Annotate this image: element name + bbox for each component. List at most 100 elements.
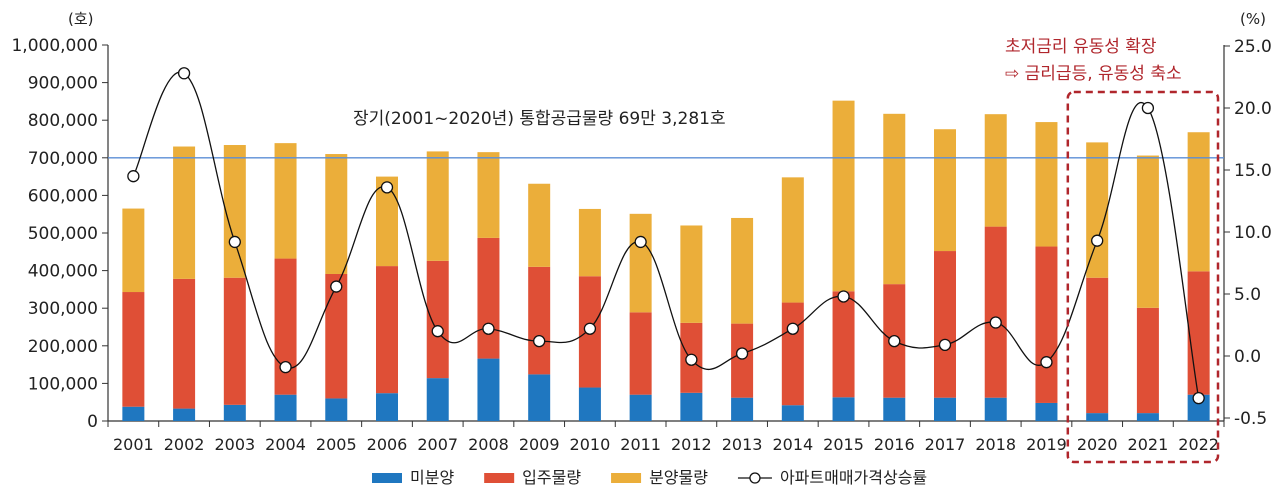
price-change-point-2014 <box>786 322 799 335</box>
bar-미분양-2002 <box>173 408 196 421</box>
bar-분양물량-2007 <box>426 151 449 261</box>
bar-미분양-2009 <box>528 374 551 421</box>
legend-swatch-입주물량 <box>484 473 515 483</box>
x-tick-label-2012: 2012 <box>671 435 712 454</box>
price-change-point-2018 <box>989 316 1002 329</box>
y-right-tick-label-10-0: 10.0 <box>1234 223 1272 243</box>
bar-미분양-2013 <box>731 397 754 421</box>
y-right-tick-label-25-0: 25.0 <box>1234 37 1272 57</box>
y-left-tick-label-800-000: 800,000 <box>28 111 98 131</box>
price-change-point-2021 <box>1141 101 1155 115</box>
y-left-tick-label-900-000: 900,000 <box>28 74 98 94</box>
y-right-tick-label-15-0: 15.0 <box>1234 161 1272 181</box>
price-change-point-2017 <box>938 338 952 351</box>
bar-미분양-2020 <box>1086 413 1109 421</box>
y-left-tick-label-700-000: 700,000 <box>28 149 98 169</box>
price-change-point-2015 <box>837 290 850 303</box>
bar-미분양-2015 <box>832 397 855 421</box>
x-tick-label-2019: 2019 <box>1026 435 1067 454</box>
bar-입주물량-2017 <box>934 251 956 398</box>
bar-분양물량-2010 <box>578 208 601 277</box>
bar-분양물량-2012 <box>680 225 703 323</box>
x-tick-label-2022: 2022 <box>1178 435 1219 454</box>
bars <box>122 100 1210 421</box>
x-tick-label-2015: 2015 <box>823 435 864 454</box>
bar-분양물량-2001 <box>122 208 145 293</box>
price-change-line <box>127 67 1205 405</box>
y-left-tick-label-0: 0 <box>87 412 98 432</box>
bar-분양물량-2003 <box>223 145 246 278</box>
x-tick-label-2005: 2005 <box>316 435 357 454</box>
bar-미분양-2019 <box>1035 402 1058 421</box>
x-tick-label-2010: 2010 <box>570 435 611 454</box>
bar-입주물량-2002 <box>173 278 196 409</box>
legend-label-미분양: 미분양 <box>410 468 454 487</box>
price-change-point-2011 <box>634 235 647 249</box>
bar-분양물량-2009 <box>528 183 551 267</box>
y-left-tick-label-100-000: 100,000 <box>28 374 98 394</box>
bar-분양물량-2021 <box>1136 155 1159 308</box>
bar-입주물량-2022 <box>1187 271 1210 395</box>
x-tick-label-2003: 2003 <box>214 435 255 454</box>
x-tick-label-2006: 2006 <box>367 435 408 454</box>
bar-미분양-2010 <box>578 387 601 421</box>
price-change-point-2019 <box>1040 356 1053 369</box>
price-change-point-2006 <box>380 181 394 194</box>
price-change-point-2009 <box>533 334 546 348</box>
bar-입주물량-2014 <box>781 302 804 406</box>
bar-입주물량-2011 <box>629 312 652 395</box>
price-change-point-2008 <box>482 322 495 335</box>
legend-swatch-미분양 <box>372 473 402 483</box>
bar-분양물량-2022 <box>1187 132 1210 272</box>
bar-미분양-2016 <box>883 397 906 421</box>
bar-분양물량-2020 <box>1086 142 1109 278</box>
bar-분양물량-2008 <box>477 152 500 238</box>
price-change-point-2022 <box>1192 392 1205 405</box>
bar-미분양-2001 <box>122 406 145 421</box>
bar-입주물량-2009 <box>528 266 551 375</box>
price-change-point-2020 <box>1091 234 1104 247</box>
bar-분양물량-2014 <box>781 177 804 303</box>
x-tick-label-2017: 2017 <box>925 435 966 454</box>
x-tick-label-2011: 2011 <box>620 435 661 454</box>
highlight-box-group <box>1066 90 1220 464</box>
legend-swatch-분양물량 <box>611 473 642 483</box>
y-left-tick-label-300-000: 300,000 <box>28 299 98 319</box>
y-left-tick-label-400-000: 400,000 <box>28 262 98 282</box>
callout-line-2: ⇨ 금리급등, 유동성 축소 <box>1005 64 1182 84</box>
bar-분양물량-2017 <box>934 129 956 252</box>
x-tick-label-2004: 2004 <box>265 435 306 454</box>
bar-미분양-2014 <box>781 405 804 421</box>
bar-미분양-2011 <box>629 394 652 421</box>
price-change-point-2004 <box>279 361 292 374</box>
bar-미분양-2005 <box>325 398 348 421</box>
x-tick-label-2013: 2013 <box>722 435 763 454</box>
x-tick-label-2002: 2002 <box>164 435 205 454</box>
bar-입주물량-2005 <box>325 273 348 399</box>
y-left-unit: (호) <box>68 10 94 28</box>
x-tick-label-2021: 2021 <box>1128 435 1169 454</box>
bar-입주물량-2007 <box>426 260 449 379</box>
chart-text: (호) (%) 장기(2001~2020년) 통합공급물량 69만 3,281호… <box>68 10 1266 129</box>
y-right-tick-label-0-0: 0.0 <box>1234 347 1261 367</box>
bar-미분양-2008 <box>477 358 500 421</box>
y-right-unit: (%) <box>1240 10 1266 28</box>
bar-분양물량-2019 <box>1035 122 1058 247</box>
x-tick-label-2007: 2007 <box>417 435 458 454</box>
price-change-point-2003 <box>228 235 241 249</box>
axes: 0 100,000 200,000 300,000 400,000 500,000 600,… <box>11 36 1271 454</box>
highlight-box <box>1066 90 1220 464</box>
x-tick-label-2020: 2020 <box>1077 435 1118 454</box>
bar-분양물량-2015 <box>832 100 855 292</box>
y-left-tick-label-1-000-000: 1,000,000 <box>11 36 98 56</box>
bar-미분양-2004 <box>274 394 297 421</box>
legend: 미분양 입주물량 분양물량 아파트매매가격상승률 <box>372 468 927 487</box>
bar-미분양-2012 <box>680 392 703 421</box>
bar-입주물량-2018 <box>984 226 1007 398</box>
callout-line-1: 초저금리 유동성 확장 <box>1005 37 1157 57</box>
x-tick-label-2014: 2014 <box>772 435 813 454</box>
y-left-tick-label-200-000: 200,000 <box>28 337 98 357</box>
bar-분양물량-2016 <box>883 113 906 285</box>
price-change-point-2013 <box>735 347 749 360</box>
